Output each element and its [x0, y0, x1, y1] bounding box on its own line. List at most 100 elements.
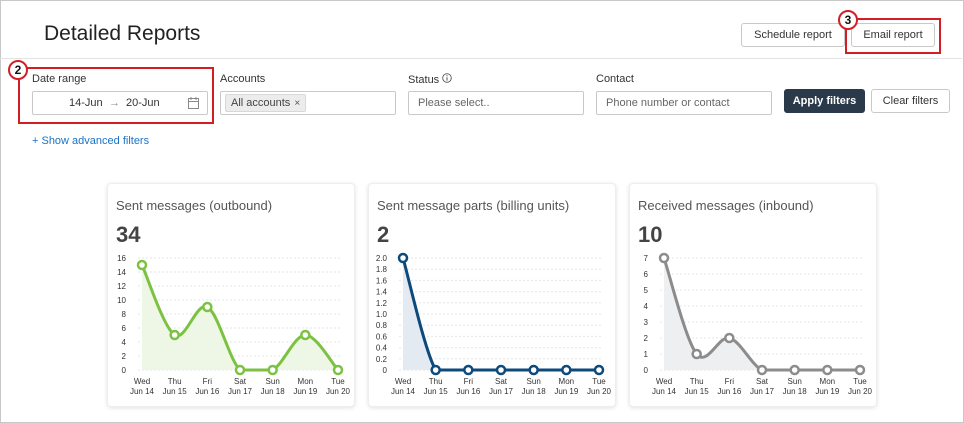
- info-icon[interactable]: [442, 73, 452, 86]
- chart-title: Received messages (inbound): [638, 198, 814, 213]
- x-tick-day: Wed: [656, 377, 672, 386]
- contact-label: Contact: [596, 73, 634, 85]
- accounts-label: Accounts: [220, 73, 266, 85]
- data-point: [724, 332, 735, 344]
- x-tick-date: Jun 19: [554, 387, 579, 396]
- y-tick-label: 6: [644, 270, 649, 279]
- y-tick-label: 14: [117, 268, 126, 277]
- y-tick-label: 2: [122, 352, 127, 361]
- chart-card-sent-messages: Sent messages (outbound) 34 0 2 4 6 8 10 12 14 1…: [107, 183, 355, 407]
- x-tick-day: Mon: [820, 377, 836, 386]
- y-tick-label: 1.4: [376, 288, 388, 297]
- y-tick-label: 4: [644, 302, 649, 311]
- annotation-highlight-email: [845, 18, 941, 54]
- data-point: [234, 364, 246, 376]
- y-tick-label: 1.6: [376, 276, 388, 285]
- x-tick-day: Tue: [592, 377, 606, 386]
- data-point: [495, 364, 507, 376]
- x-tick-day: Wed: [395, 377, 411, 386]
- chip-remove-icon[interactable]: ×: [294, 97, 301, 109]
- y-tick-label: 0.4: [376, 344, 388, 353]
- data-point: [658, 252, 670, 264]
- x-tick-day: Thu: [168, 377, 182, 386]
- chart-total: 10: [638, 222, 663, 247]
- x-tick-date: Jun 18: [783, 387, 808, 396]
- x-tick-day: Tue: [853, 377, 867, 386]
- data-point: [528, 364, 539, 376]
- x-tick-date: Jun 20: [848, 387, 873, 396]
- y-tick-label: 0: [383, 366, 388, 375]
- x-tick-date: Jun 15: [424, 387, 449, 396]
- data-point: [397, 252, 409, 264]
- date-range-label: Date range: [32, 73, 87, 85]
- apply-filters-button[interactable]: Apply filters: [784, 89, 865, 113]
- x-tick-day: Sun: [527, 377, 541, 386]
- series-area: [142, 265, 338, 370]
- accounts-select[interactable]: All accounts ×: [220, 91, 396, 115]
- data-point: [854, 364, 866, 376]
- x-tick-date: Jun 20: [326, 387, 351, 396]
- y-tick-label: 1.0: [376, 310, 388, 319]
- data-point: [463, 364, 474, 376]
- series-area: [403, 258, 599, 370]
- y-tick-label: 6: [122, 324, 127, 333]
- x-tick-day: Fri: [464, 377, 474, 386]
- account-chip: All accounts ×: [225, 94, 307, 112]
- chart-title: Sent messages (outbound): [116, 198, 273, 213]
- y-tick-label: 0.6: [376, 332, 388, 341]
- y-tick-label: 0: [644, 366, 649, 375]
- data-point: [756, 364, 768, 376]
- x-tick-day: Fri: [203, 377, 213, 386]
- date-range-field[interactable]: 14-Jun → 20-Jun: [32, 91, 208, 115]
- x-tick-day: Sat: [495, 377, 508, 386]
- y-tick-label: 0.2: [376, 355, 388, 364]
- y-tick-label: 2: [644, 334, 649, 343]
- arrow-right-icon: →: [109, 97, 120, 109]
- x-tick-day: Tue: [331, 377, 345, 386]
- x-tick-date: Jun 19: [815, 387, 840, 396]
- x-tick-date: Jun 16: [195, 387, 220, 396]
- y-tick-label: 2.0: [376, 254, 388, 263]
- x-tick-day: Fri: [725, 377, 735, 386]
- x-tick-day: Mon: [559, 377, 575, 386]
- x-tick-day: Sat: [234, 377, 247, 386]
- y-tick-label: 16: [117, 254, 126, 263]
- x-tick-date: Jun 17: [228, 387, 253, 396]
- contact-input[interactable]: Phone number or contact: [596, 91, 772, 115]
- date-to: 20-Jun: [126, 97, 160, 109]
- y-tick-label: 1.8: [376, 265, 388, 274]
- y-tick-label: 3: [644, 318, 649, 327]
- data-point: [691, 348, 702, 360]
- header-divider: [0, 58, 962, 59]
- x-tick-date: Jun 17: [750, 387, 775, 396]
- data-point: [267, 364, 278, 376]
- y-tick-label: 0.8: [376, 321, 388, 330]
- x-tick-day: Sun: [266, 377, 280, 386]
- y-tick-label: 4: [122, 338, 127, 347]
- annotation-highlight-date-range: [18, 67, 214, 124]
- y-tick-label: 10: [117, 296, 126, 305]
- account-chip-label: All accounts: [231, 97, 291, 109]
- x-tick-date: Jun 16: [456, 387, 481, 396]
- x-tick-date: Jun 16: [717, 387, 742, 396]
- x-tick-day: Thu: [429, 377, 443, 386]
- schedule-report-button[interactable]: Schedule report: [741, 23, 845, 47]
- data-point: [822, 364, 833, 376]
- series-area: [664, 258, 860, 370]
- x-tick-day: Thu: [690, 377, 704, 386]
- data-point: [136, 259, 148, 271]
- x-tick-date: Jun 18: [522, 387, 547, 396]
- show-advanced-filters-link[interactable]: + Show advanced filters: [32, 135, 150, 147]
- status-select[interactable]: Please select..: [408, 91, 584, 115]
- calendar-icon[interactable]: [188, 97, 199, 112]
- date-from: 14-Jun: [69, 97, 103, 109]
- data-point: [593, 364, 605, 376]
- email-report-button[interactable]: Email report: [851, 23, 935, 47]
- data-point: [430, 364, 441, 376]
- clear-filters-button[interactable]: Clear filters: [871, 89, 950, 113]
- x-tick-date: Jun 18: [261, 387, 286, 396]
- chart-card-billing-units: Sent message parts (billing units) 2 0 0.…: [368, 183, 616, 407]
- y-tick-label: 5: [644, 286, 649, 295]
